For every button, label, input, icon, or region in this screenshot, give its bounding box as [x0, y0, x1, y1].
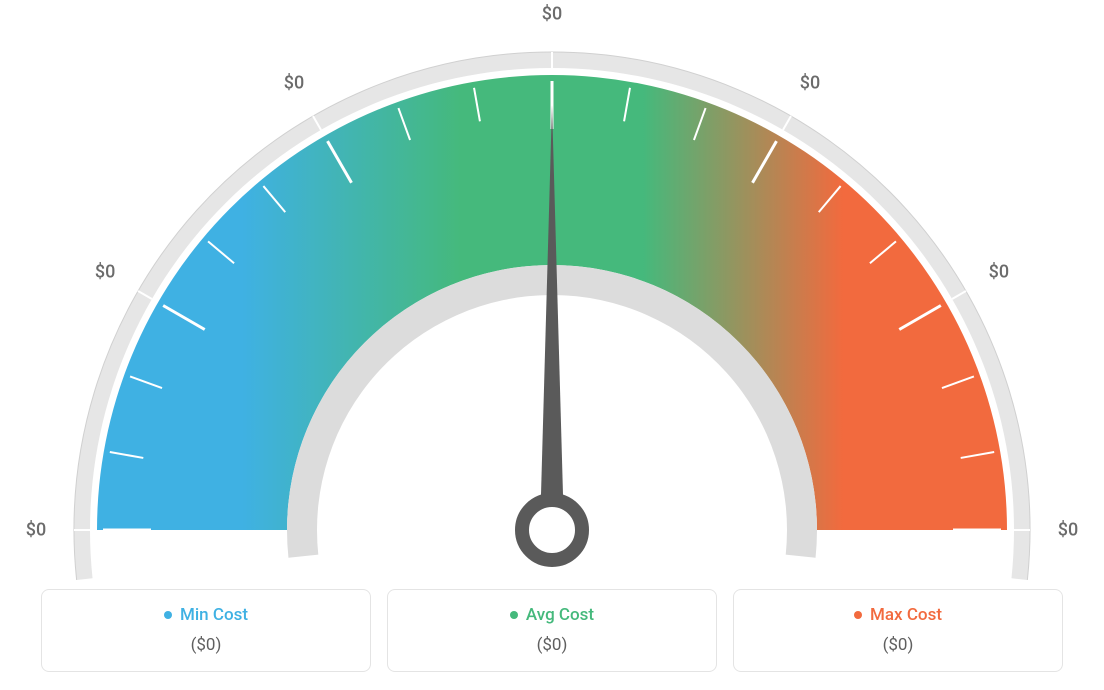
gauge-tick-label: $0: [95, 262, 115, 283]
gauge-svg: [0, 20, 1104, 580]
dot-avg: [510, 611, 518, 619]
legend-label: Min Cost: [180, 605, 248, 625]
gauge-tick-label: $0: [26, 520, 46, 541]
legend-value-min: ($0): [42, 635, 370, 655]
gauge-tick-label: $0: [800, 73, 820, 94]
gauge-tick-label: $0: [1058, 520, 1078, 541]
legend-title-max: Max Cost: [854, 605, 942, 625]
legend-label: Max Cost: [870, 605, 942, 625]
legend-title-min: Min Cost: [164, 605, 248, 625]
gauge-tick-label: $0: [989, 262, 1009, 283]
legend-row: Min Cost ($0) Avg Cost ($0) Max Cost ($0…: [41, 589, 1063, 672]
gauge-tick-label: $0: [284, 73, 304, 94]
gauge-tick-label: $0: [542, 4, 562, 25]
legend-title-avg: Avg Cost: [510, 605, 594, 625]
legend-value-avg: ($0): [388, 635, 716, 655]
legend-card-min: Min Cost ($0): [41, 589, 371, 672]
legend-card-avg: Avg Cost ($0): [387, 589, 717, 672]
legend-value-max: ($0): [734, 635, 1062, 655]
legend-card-max: Max Cost ($0): [733, 589, 1063, 672]
dot-min: [164, 611, 172, 619]
dot-max: [854, 611, 862, 619]
gauge-chart: $0$0$0$0$0$0$0: [0, 20, 1104, 580]
legend-label: Avg Cost: [526, 605, 594, 625]
